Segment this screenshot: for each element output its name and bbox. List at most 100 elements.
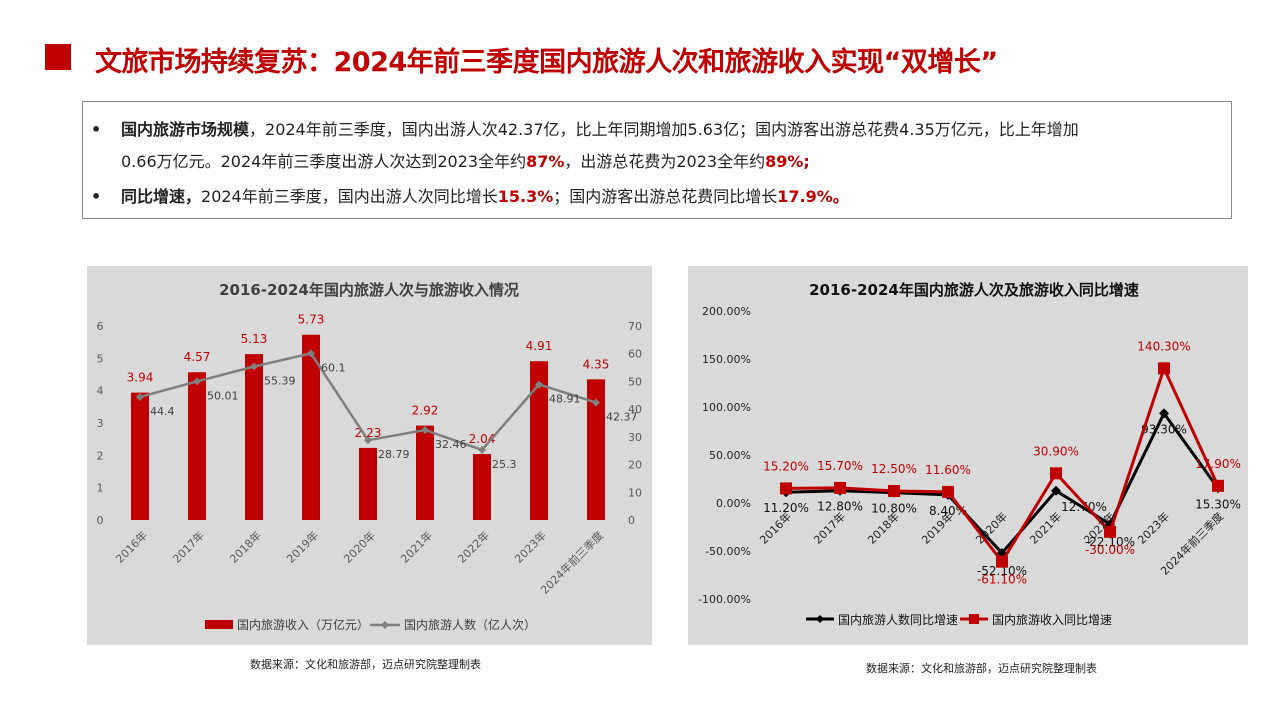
left-axis-tick: 4: [97, 385, 104, 398]
legend-label: 国内旅游收入同比增速: [992, 613, 1112, 627]
bar: [188, 372, 206, 520]
point-data-label: 15.20%: [763, 459, 809, 473]
line-marker: [307, 349, 315, 358]
x-axis-tick: 2023年: [512, 528, 549, 565]
legend-marker: [969, 614, 979, 624]
line-marker: [421, 426, 429, 435]
x-axis-tick: 2019年: [284, 528, 321, 565]
right-axis-tick: 10: [628, 486, 642, 499]
y-axis-tick: 150.00%: [702, 353, 751, 366]
bar: [473, 454, 491, 520]
x-axis-tick: 2020年: [341, 528, 378, 565]
line-marker: [592, 398, 600, 407]
bar: [131, 392, 149, 520]
bar-data-label: 3.94: [127, 371, 154, 385]
legend-label: 国内旅游人数（亿人次）: [404, 617, 536, 632]
legend-label: 国内旅游人数同比增速: [838, 612, 958, 627]
bullet-dot: •: [91, 120, 102, 139]
bar: [416, 425, 434, 520]
right-axis-tick: 60: [628, 348, 642, 361]
bar-data-label: 4.91: [526, 339, 553, 353]
chart-title: 2016-2024年国内旅游人次与旅游收入情况: [219, 281, 519, 299]
left-axis-tick: 3: [97, 417, 104, 430]
y-axis-tick: 50.00%: [709, 449, 751, 462]
highlight-value: 15.3%: [497, 187, 554, 206]
legend-label: 国内旅游收入（万亿元）: [237, 617, 369, 632]
left-axis-tick: 1: [97, 482, 104, 495]
line-data-label: 60.1: [321, 361, 346, 374]
y-axis-tick: -100.00%: [698, 593, 751, 606]
title-marker: [45, 44, 71, 70]
line-data-label: 25.3: [492, 458, 517, 471]
point-data-label: 12.70%: [1061, 500, 1107, 514]
bullet-heading: 同比增速，: [121, 187, 202, 206]
point-data-label: -52.10%: [977, 564, 1027, 578]
point-marker: [1051, 485, 1061, 496]
right-axis-tick: 50: [628, 375, 642, 388]
point-marker: [1050, 467, 1062, 480]
line-marker: [250, 362, 258, 371]
left-axis-tick: 0: [97, 514, 104, 527]
left-axis-tick: 6: [97, 320, 104, 333]
source-note: 数据来源：文化和旅游部，迈点研究院整理制表: [866, 662, 1097, 675]
bullet-text: ，出游总花费为2023全年约: [564, 152, 766, 171]
point-data-label: 15.30%: [1195, 497, 1241, 511]
point-marker: [888, 485, 900, 497]
point-data-label: -61.10%: [977, 573, 1027, 587]
point-data-label: 10.80%: [871, 502, 917, 516]
point-marker: [1158, 362, 1170, 375]
chart-title: 2016-2024年国内旅游人次及旅游收入同比增速: [809, 281, 1139, 299]
y-axis-tick: 100.00%: [702, 401, 751, 414]
point-data-label: 11.20%: [763, 501, 809, 515]
right-axis-tick: 30: [628, 431, 642, 444]
bar: [587, 379, 605, 520]
point-data-label: 12.80%: [817, 500, 863, 514]
point-data-label: 93.30%: [1141, 422, 1187, 436]
point-data-label: 15.70%: [817, 459, 863, 473]
highlight-value: 17.9%。: [777, 187, 849, 206]
legend-swatch-bars: [205, 620, 233, 629]
line-data-label: 50.01: [207, 389, 239, 402]
line-data-label: 44.4: [150, 405, 175, 418]
point-data-label: 17.90%: [1195, 457, 1241, 471]
line-marker: [478, 445, 486, 454]
point-data-label: 30.90%: [1033, 444, 1079, 458]
line-data-label: 48.91: [549, 392, 581, 405]
line-marker: [364, 436, 372, 445]
growth-rate-chart: 2016-2024年国内旅游人次及旅游收入同比增速 -100.00% -50.00%…: [698, 281, 1241, 627]
point-data-label: 8.40%: [929, 504, 967, 518]
x-axis-tick: 2023年: [1135, 509, 1172, 546]
bullet-text: 0.66万亿元。2024年前三季度出游人次达到2023全年约: [121, 152, 527, 171]
point-marker: [834, 481, 846, 494]
point-data-label: 140.30%: [1137, 339, 1190, 353]
point-marker: [942, 485, 954, 498]
point-marker: [1212, 479, 1224, 492]
point-marker: [780, 482, 792, 495]
right-axis-tick: 0: [628, 514, 635, 527]
point-marker: [996, 555, 1008, 568]
y-axis-tick: -50.00%: [705, 545, 751, 558]
line-marker: [535, 380, 543, 389]
line-marker: [193, 377, 201, 386]
bar: [359, 447, 377, 520]
left-axis-tick: 2: [97, 449, 104, 462]
highlight-value: 87%: [526, 152, 565, 171]
chart-panel-volume: 2016-2024年国内旅游人次与旅游收入情况 0 1 2 3 4 5 6 0 10 20 30 40 5…: [87, 266, 652, 645]
x-axis-tick: 2017年: [811, 509, 848, 546]
line-data-label: 55.39: [264, 374, 296, 387]
point-marker: [1104, 525, 1116, 538]
x-axis-tick: 2022年: [455, 528, 492, 565]
source-note: 数据来源：文化和旅游部，迈点研究院整理制表: [250, 658, 481, 671]
bar-data-label: 4.35: [583, 357, 610, 371]
chart-panel-growth: 2016-2024年国内旅游人次及旅游收入同比增速 -100.00% -50.00%…: [688, 266, 1248, 645]
x-axis-tick: 2017年: [170, 528, 207, 565]
page-title: 文旅市场持续复苏：2024年前三季度国内旅游人次和旅游收入实现“双增长”: [95, 47, 998, 78]
point-data-label: 11.60%: [925, 463, 971, 477]
bar-data-label: 2.92: [412, 404, 439, 418]
bar-data-label: 5.73: [298, 313, 325, 327]
bullet-dot: •: [91, 187, 102, 206]
bar: [530, 361, 548, 520]
y-axis-tick: 0.00%: [716, 497, 751, 510]
tourism-volume-chart: 2016-2024年国内旅游人次与旅游收入情况01234560102030405…: [97, 281, 643, 632]
line-data-label: 32.46: [435, 438, 467, 451]
